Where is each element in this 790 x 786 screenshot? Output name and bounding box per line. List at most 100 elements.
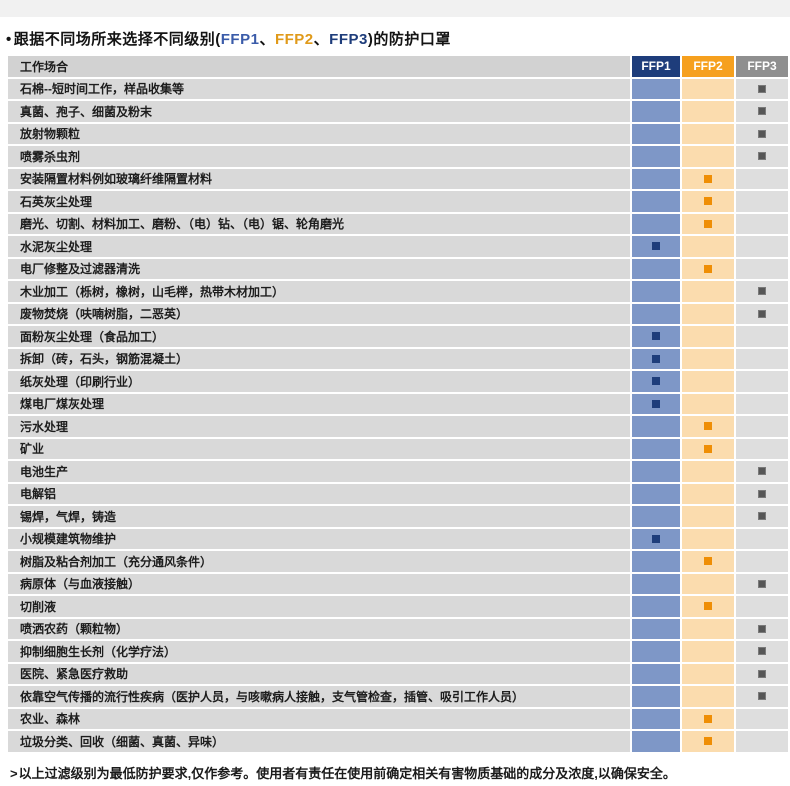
ffp3-marker: [758, 692, 766, 701]
ffp3-cell: [736, 708, 788, 729]
ffp1-cell: [632, 573, 682, 594]
ffp2-cell: [682, 101, 736, 122]
ffp2-marker: [704, 714, 712, 723]
row-label: 石英灰尘处理: [8, 191, 632, 212]
table-body: 石棉--短时间工作，样品收集等 真菌、孢子、细菌及粉末 放射物颗粒 喷雾杀虫剂 安装隔置…: [8, 78, 788, 754]
row-label: 污水处理: [8, 416, 632, 437]
ffp3-marker: [758, 512, 766, 521]
header-label-workplace: 工作场合: [8, 56, 632, 77]
header-ffp3: FFP3: [736, 56, 788, 77]
ffp2-cell: [682, 618, 736, 639]
row-label: 农业、森林: [8, 708, 632, 729]
ffp2-cell: [682, 663, 736, 684]
ffp2-marker: [704, 219, 712, 228]
ffp1-cell: [632, 281, 682, 302]
table-row: 矿业: [8, 438, 788, 461]
ffp3-cell: [736, 596, 788, 617]
table-row: 农业、森林: [8, 708, 788, 731]
table-row: 垃圾分类、回收（细菌、真菌、异味）: [8, 731, 788, 754]
table-row: 石棉--短时间工作，样品收集等: [8, 78, 788, 101]
title-suffix: )的防护口罩: [367, 31, 451, 48]
ffp1-cell: [632, 146, 682, 167]
ffp1-cell: [632, 303, 682, 324]
row-label: 安装隔置材料例如玻璃纤维隔置材料: [8, 168, 632, 189]
ffp2-cell: [682, 483, 736, 504]
table-row: 电厂修整及过滤器清洗: [8, 258, 788, 281]
ffp1-marker: [652, 242, 660, 251]
header-ffp2: FFP2: [682, 56, 736, 77]
table-row: 磨光、切割、材料加工、磨粉、（电）钻、（电）锯、轮角磨光: [8, 213, 788, 236]
ffp2-marker: [704, 174, 712, 183]
ffp2-marker: [704, 737, 712, 746]
title-ffp1: FFP1: [220, 31, 260, 48]
ffp2-cell: [682, 348, 736, 369]
table-row: 电解铝: [8, 483, 788, 506]
ffp3-cell: [736, 438, 788, 459]
row-label: 病原体（与血液接触）: [8, 573, 632, 594]
ffp2-cell: [682, 123, 736, 144]
row-label: 木业加工（栎树，橡树，山毛榉，热带木材加工）: [8, 281, 632, 302]
page-title: • 跟据不同场所来选择不同级别(FFP1、FFP2、FFP3)的防护口罩: [6, 28, 784, 49]
ffp1-cell: [632, 416, 682, 437]
row-label: 电解铝: [8, 483, 632, 504]
table-row: 电池生产: [8, 461, 788, 484]
ffp1-cell: [632, 506, 682, 527]
ffp1-cell: [632, 213, 682, 234]
footer-marker: >: [10, 765, 18, 781]
ffp3-cell: [736, 393, 788, 414]
ffp3-cell: [736, 551, 788, 572]
ffp3-cell: [736, 731, 788, 752]
ffp1-cell: [632, 708, 682, 729]
ffp3-cell: [736, 371, 788, 392]
ffp2-cell: [682, 236, 736, 257]
ffp3-cell: [736, 663, 788, 684]
ffp1-cell: [632, 348, 682, 369]
ffp3-cell: [736, 303, 788, 324]
table-row: 依靠空气传播的流行性疾病（医护人员，与咳嗽病人接触，支气管检查，插管、吸引工作人…: [8, 686, 788, 709]
row-label: 石棉--短时间工作，样品收集等: [8, 78, 632, 99]
ffp2-marker: [704, 197, 712, 206]
row-label: 喷洒农药（颗粒物）: [8, 618, 632, 639]
ffp2-cell: [682, 168, 736, 189]
table-row: 煤电厂煤灰处理: [8, 393, 788, 416]
ffp1-cell: [632, 236, 682, 257]
ffp1-cell: [632, 483, 682, 504]
ffp3-marker: [758, 467, 766, 476]
ffp3-cell: [736, 191, 788, 212]
ffp2-cell: [682, 303, 736, 324]
table-row: 污水处理: [8, 416, 788, 439]
row-label: 面粉灰尘处理（食品加工）: [8, 326, 632, 347]
ffp2-cell: [682, 596, 736, 617]
ffp2-marker: [704, 422, 712, 431]
table-row: 小规模建筑物维护: [8, 528, 788, 551]
ffp1-cell: [632, 393, 682, 414]
ffp1-cell: [632, 168, 682, 189]
row-label: 矿业: [8, 438, 632, 459]
ffp1-cell: [632, 641, 682, 662]
row-label: 切削液: [8, 596, 632, 617]
ffp2-cell: [682, 461, 736, 482]
ffp3-cell: [736, 146, 788, 167]
table-row: 喷洒农药（颗粒物）: [8, 618, 788, 641]
row-label: 喷雾杀虫剂: [8, 146, 632, 167]
ffp2-cell: [682, 416, 736, 437]
ffp1-marker: [652, 354, 660, 363]
row-label: 拆卸（砖，石头，钢筋混凝土）: [8, 348, 632, 369]
table-row: 切削液: [8, 596, 788, 619]
row-label: 垃圾分类、回收（细菌、真菌、异味）: [8, 731, 632, 752]
ffp2-cell: [682, 191, 736, 212]
row-label: 依靠空气传播的流行性疾病（医护人员，与咳嗽病人接触，支气管检查，插管、吸引工作人…: [8, 686, 632, 707]
ffp3-cell: [736, 78, 788, 99]
ffp3-cell: [736, 641, 788, 662]
ffp2-cell: [682, 528, 736, 549]
ffp3-marker: [758, 669, 766, 678]
table-row: 锡焊，气焊，铸造: [8, 506, 788, 529]
ffp2-marker: [704, 444, 712, 453]
table-row: 纸灰处理（印刷行业）: [8, 371, 788, 394]
ffp1-marker: [652, 399, 660, 408]
ffp3-cell: [736, 258, 788, 279]
ffp3-cell: [736, 506, 788, 527]
ffp1-cell: [632, 528, 682, 549]
ffp3-marker: [758, 624, 766, 633]
ffp2-cell: [682, 326, 736, 347]
